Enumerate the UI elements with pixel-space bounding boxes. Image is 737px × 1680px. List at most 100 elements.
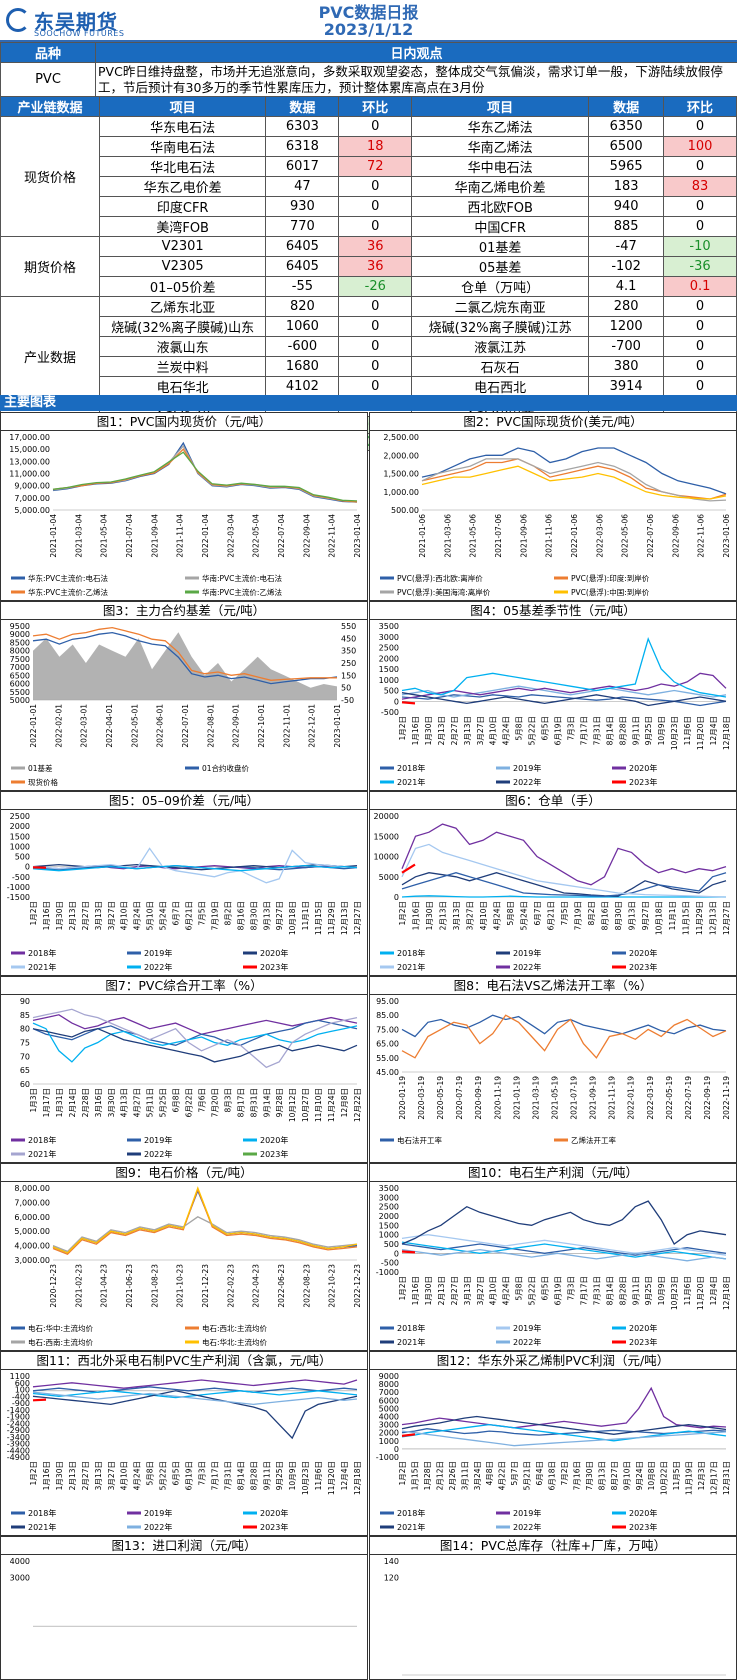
x-tick-label: 3月13日 [452,901,461,930]
x-tick-label: 6月5日 [172,1461,181,1486]
x-tick-label: 8月30日 [614,901,623,930]
item-change: 0 [663,336,737,357]
chart-title: 图14：PVC总库存（社库+厂库，万吨） [370,1537,736,1555]
item-name: 二氯乙烷东南亚 [411,296,590,317]
x-tick-label: 10月12日 [288,1088,297,1122]
item-name: 05基差 [411,256,590,277]
x-tick-label: 2021-12-23 [201,1264,210,1308]
view-table: 品种 日内观点 PVC PVC昨日维持盘整，市场并无追涨意向，多数采取观望姿态，整… [0,42,737,97]
x-tick-label: 5月21日 [523,1461,532,1490]
y-tick-label: 5500 [10,688,30,697]
x-tick-label: 2021-11-04 [176,514,185,558]
legend-label: 2023年 [629,777,657,787]
table-header-cell: 项目 [411,96,590,117]
series-line [401,1433,416,1437]
item-change: 72 [338,156,413,177]
item-name: 液氯山东 [98,336,267,357]
x-tick-label: 5月22日 [528,716,537,745]
x-tick-label: 2021-11-19 [608,1076,617,1120]
y-tick-label: 9000 [10,630,30,639]
series-line [401,1386,727,1429]
x-tick-label: 5月8日 [515,1276,524,1301]
item-name: 烧碱(32%离子膜碱)江苏 [411,316,590,337]
series-line [401,1241,727,1260]
x-tick-label: 2月13日 [437,716,446,745]
y-tick-label: 7,000.00 [14,494,50,503]
table-header-cell: 环比 [663,96,737,117]
x-tick-label: 12月17日 [710,1461,719,1495]
y-tick-label: 0 [394,1445,399,1454]
chart-panel: 图13：进口利润（元/吨） 4000 3000 [0,1536,368,1680]
chart-panel: 图1：PVC国内现货价（元/吨） 17,000.00 15,000.00 13,000… [0,412,368,601]
x-tick-label: 2021-09-04 [150,514,159,558]
x-tick-label: 11月20日 [327,1461,336,1495]
item-name: 乙烯东北亚 [98,296,267,317]
x-tick-label: 1月16日 [42,1461,51,1490]
legend-label: 2018年 [397,763,425,773]
x-tick-label: 1月2日 [29,901,38,926]
x-tick-label: 12月13日 [709,901,718,935]
x-tick-label: 8月16日 [601,901,610,930]
x-tick-label: 11月6日 [314,1461,323,1490]
x-tick-label: 9月11日 [631,1276,640,1305]
y-tick-label: 8000 [10,647,30,656]
y-tick-label: 2000 [379,1212,399,1221]
series-line [401,863,416,874]
item-name: V2305 [98,256,267,277]
y2-tick-label: 150 [341,671,356,680]
item-value: 940 [588,196,665,217]
series-line [32,1022,358,1063]
x-tick-label: 9月25日 [644,716,653,745]
x-tick-label: 6月21日 [547,901,556,930]
chart-title: 图12：华东外采乙烯制PVC利润（元/吨） [370,1352,736,1370]
item-change: 0 [663,296,737,317]
x-tick-label: 2023-01-04 [353,514,362,558]
x-tick-label: 2022-12-01 [308,704,317,748]
chart-svg: 9000800070006000500040003000200010000-10… [376,1372,731,1532]
x-tick-label: 2022-09-19 [703,1076,712,1120]
legend-label: 2018年 [28,1135,56,1145]
x-tick-label: 11月5日 [672,1461,681,1490]
x-tick-label: 2月27日 [81,901,90,930]
y-tick-label: 2,500.00 [383,433,419,442]
x-tick-label: 2022-11-04 [328,514,337,558]
x-tick-label: 2021-09-19 [589,1076,598,1120]
x-tick-label: 7月17日 [579,1276,588,1305]
series-line [401,823,727,886]
chart-title: 图2：PVC国际现货价(美元/吨） [370,413,736,431]
x-tick-label: 6月7日 [533,901,542,926]
legend-label: 2021年 [28,1522,56,1532]
chart-title: 图9：电石价格（元/吨） [1,1164,367,1182]
y-tick-label: 3500 [379,622,399,631]
x-tick-label: 2022-09-01 [232,704,241,748]
y-tick-label: 3,000.00 [14,1256,50,1265]
legend-label: 2019年 [513,1508,541,1518]
x-tick-label: 3月13日 [463,1276,472,1305]
x-tick-label: 2022-01-06 [570,514,579,558]
x-tick-label: 4月13日 [120,1088,129,1117]
item-name: 华北电石法 [98,156,267,177]
chart-svg: 17,000.00 15,000.00 13,000.00 11,000.00 9,00… [9,433,362,597]
y-tick-label: 2000 [379,654,399,663]
x-tick-label: 2月13日 [439,901,448,930]
series-line [32,626,337,681]
x-tick-label: 11月15日 [314,901,323,935]
y-tick-label: 1100 [10,1372,30,1381]
y-tick-label: -500 [381,708,399,717]
x-tick-label: 1月30日 [425,901,434,930]
x-tick-label: 12月31日 [722,1461,731,1495]
x-tick-label: 7月31日 [592,716,601,745]
x-tick-label: 7月3日 [566,1276,575,1301]
x-tick-label: 6月19日 [554,716,563,745]
item-name: 华东乙电价差 [98,176,267,197]
x-tick-label: 4月10日 [120,1461,129,1490]
y-tick-label: 7500 [10,655,30,664]
x-tick-label: 2021-09-06 [519,514,528,558]
x-tick-label: 7月30日 [585,1461,594,1490]
x-tick-label: 2022-02-01 [54,704,63,748]
legend-label: 电石:西南:主流均价 [28,1337,94,1347]
item-name: 液氯江苏 [411,336,590,357]
y2-tick-label: 450 [341,634,356,643]
item-name: 华东电石法 [98,116,267,137]
